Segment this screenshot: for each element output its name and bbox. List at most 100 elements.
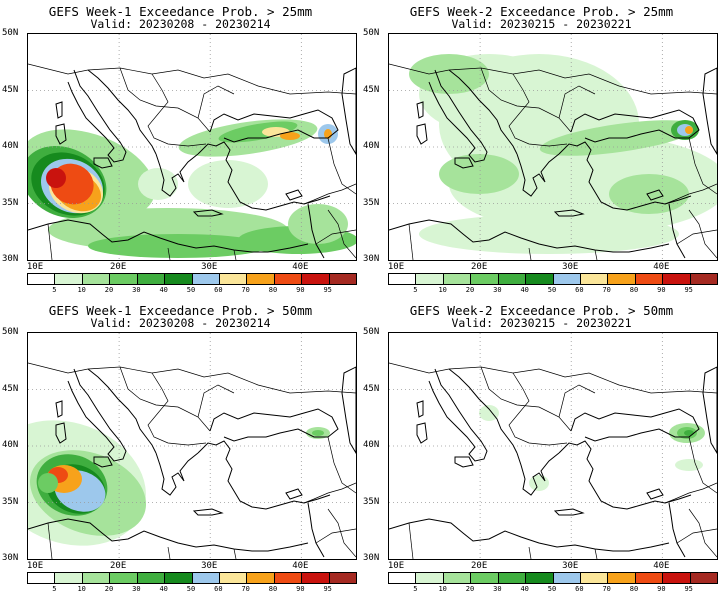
colorbar-label: 30: [132, 286, 141, 294]
coastline: [646, 189, 664, 201]
country-border: [28, 63, 356, 95]
colorbar-label: 20: [104, 286, 114, 294]
latitude-label: 30N: [2, 553, 19, 563]
map-area: [27, 33, 357, 261]
coastline: [87, 368, 157, 454]
country-border: [408, 223, 414, 260]
colorbar-label: 5: [52, 585, 57, 593]
country-border: [327, 436, 356, 494]
colorbar-label: 70: [241, 585, 250, 593]
country-border: [594, 249, 598, 260]
coastline: [155, 153, 199, 197]
map-area: [388, 33, 718, 261]
coastline: [341, 67, 356, 155]
latitude-label: 30N: [363, 254, 380, 264]
coastline: [341, 366, 356, 454]
country-border: [119, 67, 211, 133]
colorbar-swatch: [526, 274, 554, 284]
longitude-label: 10E: [26, 262, 44, 272]
colorbar-label: 40: [520, 585, 529, 593]
country-border: [327, 209, 356, 259]
coastline: [67, 69, 127, 163]
colorbar-swatch: [55, 573, 83, 583]
coastline: [570, 408, 700, 442]
longitude-label: 30E: [562, 262, 579, 272]
probability-contour: [218, 121, 298, 143]
map-panel-3: GEFS Week-1 Exceedance Prob. > 50mm Valid…: [0, 299, 361, 598]
coastline: [416, 400, 424, 418]
colorbar-label: 40: [159, 585, 168, 593]
colorbar-label: 30: [493, 585, 502, 593]
longitude-label: 10E: [387, 561, 405, 571]
probability-contour: [38, 473, 58, 493]
colorbar-label: 60: [575, 286, 584, 294]
latitude-label: 45N: [2, 84, 19, 95]
longitude-label: 40E: [653, 561, 670, 571]
colorbar-label: 10: [438, 286, 447, 294]
colorbar-label: 30: [132, 585, 141, 593]
latitude-label: 40N: [2, 440, 19, 450]
country-border: [47, 223, 53, 260]
coastline: [570, 109, 700, 143]
probability-contour: [684, 430, 694, 436]
colorbar-swatch: [471, 274, 499, 284]
panel-valid-dates: Valid: 20230208 - 20230214: [90, 316, 271, 330]
probability-contour: [685, 126, 693, 134]
colorbar: [27, 572, 357, 584]
colorbar-label: 80: [268, 286, 278, 294]
colorbar-label: 50: [547, 286, 557, 294]
longitude-label: 10E: [387, 262, 405, 272]
colorbar-label: 10: [77, 286, 86, 294]
probability-contour: [675, 459, 703, 471]
colorbar-swatch: [663, 573, 691, 583]
colorbar-label: 95: [684, 286, 693, 294]
country-border: [594, 548, 598, 559]
colorbar-label: 40: [159, 286, 168, 294]
map-area: [27, 332, 357, 560]
latitude-label: 35N: [2, 496, 19, 507]
coastline: [416, 422, 428, 444]
colorbar-swatch: [416, 573, 444, 583]
colorbar-label: 60: [214, 585, 223, 593]
probability-contour: [529, 475, 549, 491]
country-border: [233, 249, 237, 260]
country-border: [233, 548, 237, 559]
colorbar: [388, 273, 718, 285]
coastline: [448, 368, 518, 454]
colorbar-swatch: [302, 573, 330, 583]
colorbar: [27, 273, 357, 285]
colorbar-label: 90: [296, 585, 305, 593]
colorbar-swatch: [165, 274, 193, 284]
country-border: [315, 528, 356, 544]
colorbar-swatch: [192, 274, 220, 284]
latitude-label: 35N: [363, 197, 380, 208]
country-border: [676, 229, 717, 245]
latitude-label: 40N: [363, 440, 380, 450]
longitude-label: 30E: [201, 561, 218, 571]
map-svg: [389, 34, 717, 260]
latitude-label: 45N: [2, 383, 19, 394]
colorbar-label: 50: [186, 585, 196, 593]
colorbar-swatch: [443, 573, 472, 583]
coastline: [307, 203, 325, 259]
country-border: [327, 508, 356, 558]
coastline: [209, 109, 339, 143]
latitude-label: 45N: [363, 383, 380, 394]
latitude-label: 35N: [2, 197, 19, 208]
colorbar-swatch: [553, 274, 581, 284]
latitude-label: 30N: [363, 553, 380, 563]
colorbar-swatch: [443, 274, 472, 284]
colorbar-swatch: [247, 274, 275, 284]
colorbar-swatch: [137, 573, 166, 583]
map-area: [388, 332, 718, 560]
colorbar-swatch: [28, 573, 56, 583]
coastline: [285, 189, 303, 201]
colorbar-swatch: [82, 573, 111, 583]
colorbar-swatch: [274, 274, 303, 284]
coastline: [209, 408, 339, 442]
colorbar-swatch: [608, 274, 636, 284]
probability-contour: [138, 168, 178, 200]
colorbar-label: 90: [296, 286, 305, 294]
colorbar-swatch: [219, 274, 248, 284]
coastline: [553, 508, 585, 516]
